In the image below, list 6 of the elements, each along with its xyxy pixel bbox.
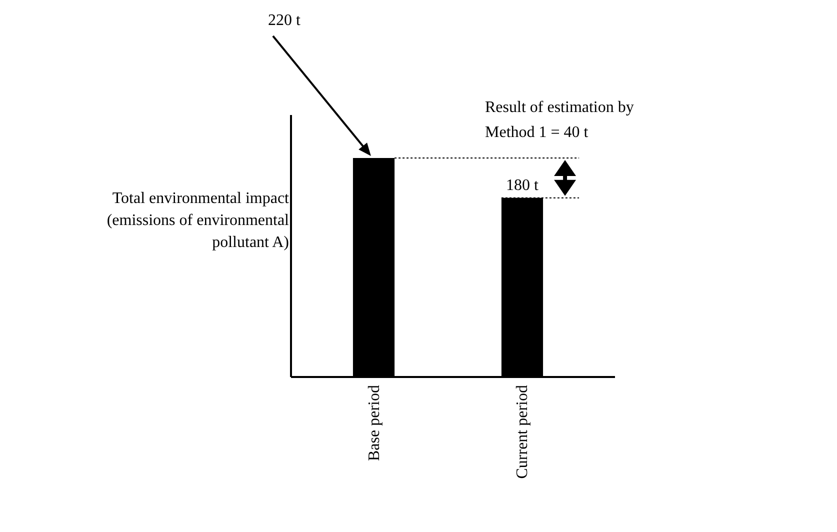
data-label: 180 t xyxy=(506,176,540,194)
text: Result of estimation by Method 1 = 40 t xyxy=(485,99,634,141)
x-tick-label: Current period xyxy=(514,385,532,479)
data-label: 220 t xyxy=(268,12,301,29)
x-tick-label: Base period xyxy=(366,385,383,461)
y-axis-title: Total environmental impact (emissions of environmental pollutant A) xyxy=(106,190,290,251)
